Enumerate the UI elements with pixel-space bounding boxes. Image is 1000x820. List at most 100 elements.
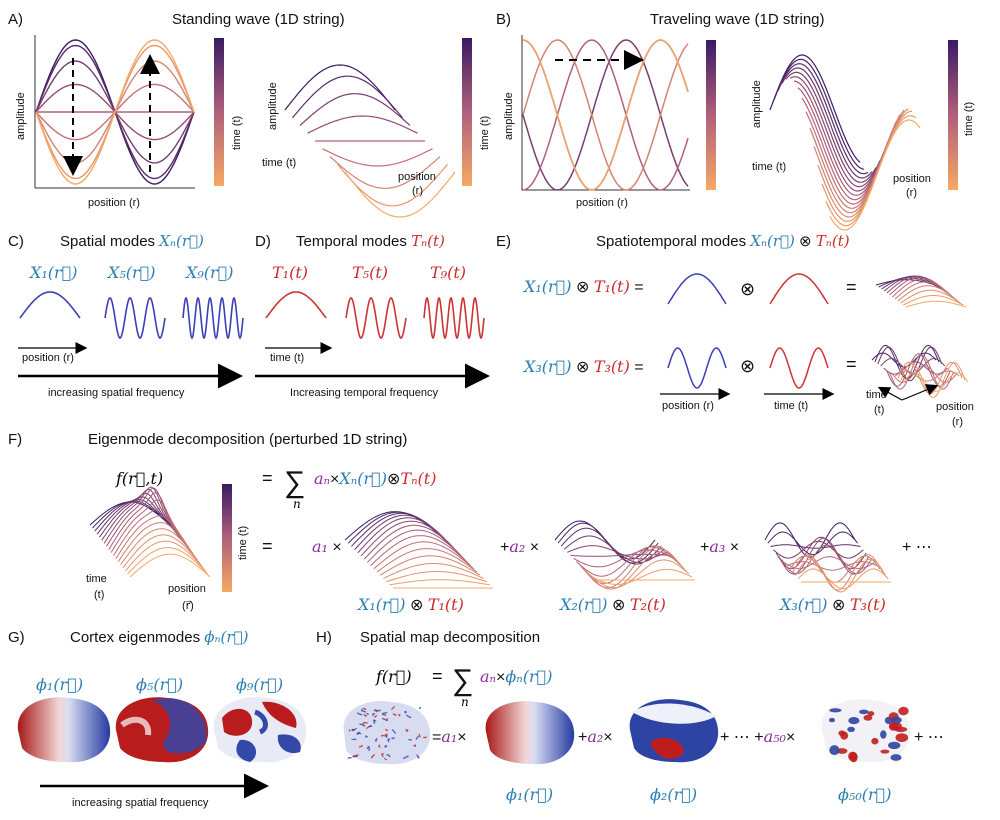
brain-phi50-pattern bbox=[829, 706, 909, 763]
e-product-1-line bbox=[894, 281, 956, 300]
panel-g-arrow-label: increasing spatial frequency bbox=[72, 797, 209, 809]
panel-b-xlabel: position (r) bbox=[576, 197, 628, 209]
panel-e-mode-curves bbox=[667, 273, 829, 389]
traveling-3d-line bbox=[809, 114, 901, 209]
e-row2-equals: = bbox=[846, 354, 857, 374]
f-main-line bbox=[122, 534, 204, 569]
panel-c-xlabel: position (r) bbox=[22, 352, 74, 364]
brain-texture-stroke bbox=[374, 709, 381, 712]
e-product-2-line bbox=[900, 362, 966, 398]
brain-h-phi2 bbox=[629, 699, 719, 763]
f-term-3-line bbox=[795, 558, 886, 593]
h-phi50-label: ϕ₅₀(r⃗) bbox=[838, 785, 891, 804]
panel-a-3d-time: time (t) bbox=[262, 157, 296, 169]
f-equals-2: = bbox=[262, 536, 273, 556]
panel-a-3d-position: position bbox=[398, 171, 436, 183]
f-term-3-line bbox=[764, 522, 856, 558]
phi50-blob bbox=[849, 752, 858, 763]
h-equals: = bbox=[432, 666, 443, 686]
panel-b-title: Traveling wave (1D string) bbox=[650, 11, 825, 28]
f-term-1-line bbox=[386, 571, 487, 583]
f-term-2-line bbox=[573, 549, 674, 568]
brain-texture-stroke bbox=[391, 737, 396, 740]
g-mode-5-label: ϕ₅(r⃗) bbox=[136, 675, 183, 694]
panel-a-3d-waterfall bbox=[284, 64, 456, 218]
e-row2-otimes: ⊗ bbox=[740, 356, 755, 376]
brain-texture-stroke bbox=[368, 725, 373, 728]
e-product-1-line bbox=[903, 295, 964, 306]
h-term-1-coef: =a₁× bbox=[432, 727, 467, 746]
panel-a-3d-position-sym: (r) bbox=[412, 185, 423, 197]
phi50-blob bbox=[880, 730, 887, 739]
f-term-2-line bbox=[563, 535, 665, 564]
brain-texture-stroke bbox=[418, 706, 422, 710]
f-term-3-line bbox=[792, 554, 884, 591]
phi50-blob bbox=[871, 737, 879, 745]
panel-c-title: Spatial modes Xₙ(r⃗) bbox=[60, 232, 204, 250]
e-3d-position-arrow bbox=[901, 384, 939, 401]
e-3d-position: position bbox=[936, 401, 974, 413]
traveling-3d-line bbox=[785, 71, 877, 183]
e-t3-curve bbox=[769, 347, 829, 389]
f-term-1-label: X₁(r⃗) ⊗ T₁(t) bbox=[356, 595, 464, 614]
traveling-wave-curves bbox=[522, 39, 689, 191]
f-term-3-line bbox=[797, 568, 889, 590]
panel-a-letter: A) bbox=[8, 11, 23, 28]
brain-texture-stroke bbox=[384, 733, 388, 736]
traveling-3d-line bbox=[769, 54, 861, 163]
panel-f-title: Eigenmode decomposition (perturbed 1D st… bbox=[88, 431, 407, 448]
brain-texture-stroke bbox=[413, 744, 417, 747]
phi50-blob bbox=[888, 741, 901, 750]
f-main-line bbox=[129, 553, 211, 578]
phi50-blob bbox=[867, 711, 875, 717]
spatial-mode-curve bbox=[104, 297, 166, 339]
panel-a-colorbar-label: time (t) bbox=[231, 116, 243, 150]
panel-a-colorbar-left bbox=[214, 38, 224, 186]
spatial-mode-curve bbox=[19, 291, 81, 319]
brain-texture-stroke bbox=[416, 754, 420, 759]
brain-phi5 bbox=[115, 697, 209, 763]
brain-map-texture bbox=[347, 705, 427, 761]
mode-x5-label: X₅(r⃗) bbox=[106, 263, 156, 282]
panel-c-letter: C) bbox=[8, 233, 24, 250]
standing-3d-line bbox=[344, 171, 456, 218]
e-t1-curve bbox=[769, 273, 829, 305]
phi50-blob bbox=[829, 717, 835, 723]
f-sum: ∑ bbox=[284, 466, 305, 499]
mode-t9-label: T₉(t) bbox=[430, 263, 466, 282]
brain-texture-stroke bbox=[381, 717, 388, 722]
panel-a-xlabel: position (r) bbox=[88, 197, 140, 209]
panel-e-letter: E) bbox=[496, 233, 511, 250]
f-term-2-line bbox=[576, 546, 677, 577]
brain-texture-stroke bbox=[348, 729, 351, 732]
e-row2-equation: X₃(r⃗) ⊗ T₃(t) = bbox=[522, 357, 644, 376]
f-term-1-line bbox=[389, 579, 490, 586]
f-term-3-line bbox=[770, 544, 861, 549]
brain-texture-stroke bbox=[380, 734, 387, 738]
h-rhs: aₙ×ϕₙ(r⃗) bbox=[480, 667, 553, 686]
panel-g-title: Cortex eigenmodes ϕₙ(r⃗) bbox=[70, 628, 249, 646]
f-term-3-line bbox=[787, 560, 878, 571]
e-x3-curve bbox=[667, 347, 727, 389]
f-lhs: f(r⃗,t) bbox=[115, 469, 163, 488]
brain-texture-stroke bbox=[402, 755, 409, 760]
standing-3d-line bbox=[322, 148, 433, 167]
e-3d-time: time bbox=[866, 389, 887, 401]
mode-x9-label: X₉(r⃗) bbox=[184, 263, 234, 282]
f-main-line bbox=[108, 492, 190, 550]
panel-e-product-1 bbox=[875, 275, 967, 308]
f-term-1-line bbox=[360, 520, 462, 557]
f-term-1-line bbox=[370, 535, 471, 566]
panel-b-3d-amplitude: amplitude bbox=[751, 80, 763, 128]
e-product-2-line bbox=[894, 370, 960, 382]
traveling-3d-line bbox=[829, 119, 921, 231]
f-term-2-waterfall bbox=[554, 520, 695, 590]
traveling-curve bbox=[522, 39, 689, 191]
h-lhs: f(r⃗) bbox=[375, 667, 412, 686]
e-product-1-line bbox=[900, 289, 961, 304]
f-main-line bbox=[124, 540, 206, 572]
brain-texture-stroke bbox=[351, 728, 358, 732]
phi50-blob bbox=[847, 726, 855, 733]
phi50-blob bbox=[894, 726, 908, 733]
temporal-mode-curves bbox=[265, 291, 485, 340]
